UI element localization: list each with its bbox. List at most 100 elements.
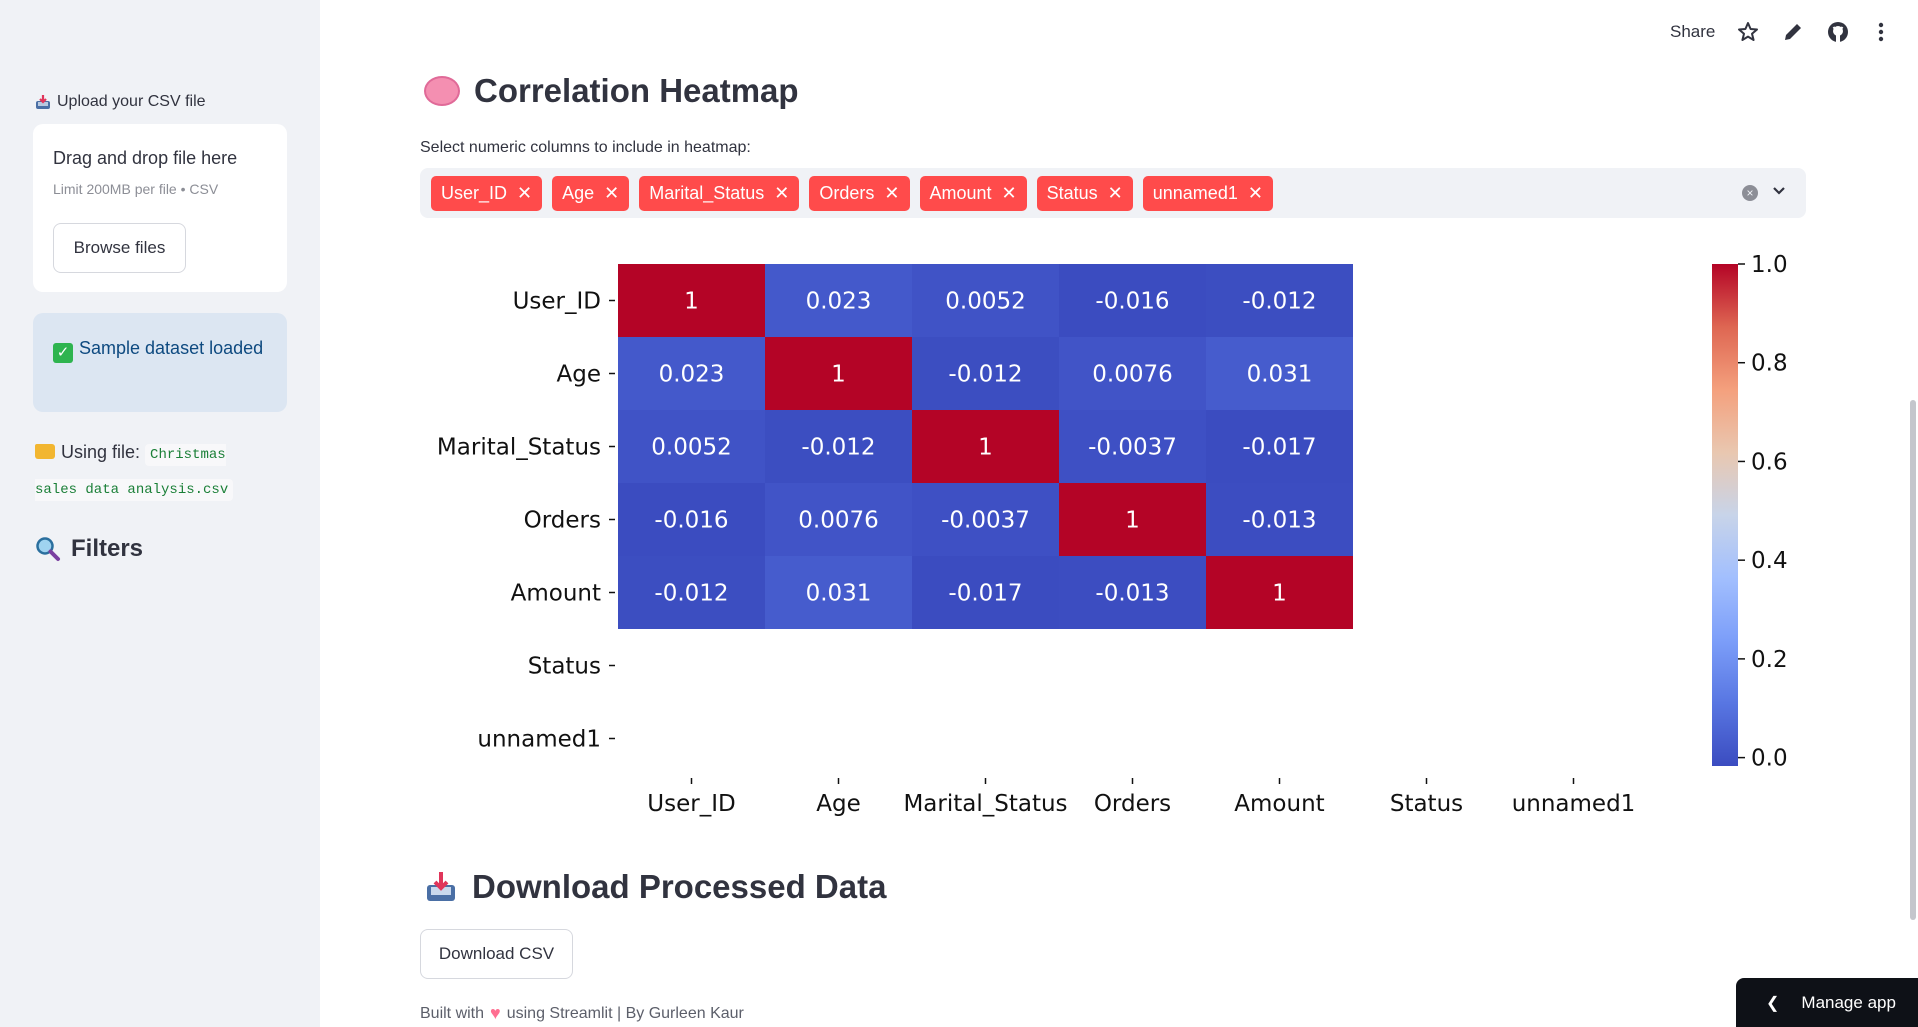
- selected-tag-label: unnamed1: [1152, 183, 1238, 203]
- selected-tags: User_ID ✕ Age ✕ Marital_Status ✕ Orders ✕ Amount…: [431, 176, 1273, 211]
- heatmap-cell: [1206, 556, 1353, 629]
- dropzone-limit: Limit 200MB per file • CSV: [53, 181, 219, 197]
- heatmap-cell-label: -0.016: [1095, 289, 1169, 315]
- remove-tag-icon[interactable]: ✕: [1247, 183, 1263, 203]
- selected-tag: User_ID ✕: [431, 176, 543, 211]
- selected-tag-label: Amount: [929, 183, 992, 203]
- file-dropzone[interactable]: Drag and drop file here Limit 200MB per …: [33, 124, 287, 292]
- selected-tag-label: Marital_Status: [649, 183, 765, 203]
- heatmap-cell-label: 1: [831, 362, 846, 388]
- magnifying-glass-icon: [36, 537, 60, 561]
- footer-prefix: Built with: [420, 1004, 485, 1022]
- heatmap-cell: [765, 483, 912, 556]
- heatmap-cell-label: -0.012: [1242, 289, 1316, 315]
- x-tick-label: Amount: [1234, 791, 1324, 817]
- manage-app-button[interactable]: ❮ Manage app: [1736, 978, 1918, 1027]
- heatmap-cell: [618, 337, 765, 410]
- edit-pencil-icon[interactable]: [1781, 20, 1805, 44]
- x-tick-label: Marital_Status: [903, 791, 1067, 817]
- remove-tag-icon[interactable]: ✕: [884, 183, 900, 203]
- heatmap-cell-label: 0.0076: [1092, 362, 1172, 388]
- heatmap-cell-label: -0.016: [654, 508, 728, 534]
- heatmap-cell-label: -0.012: [948, 362, 1022, 388]
- heatmap-cell-label: 0.023: [659, 362, 725, 388]
- heatmap-cell-label: 1: [1125, 508, 1140, 534]
- heatmap-cell-label: 1: [978, 435, 993, 461]
- check-mark-icon: ✓: [53, 343, 73, 363]
- heatmap-cell-label: 0.0076: [798, 508, 878, 534]
- heatmap-cell: [1206, 264, 1353, 337]
- heatmap-cell-label: 0.023: [806, 289, 872, 315]
- heart-icon: ♥: [490, 1003, 501, 1023]
- column-multiselect[interactable]: User_ID ✕ Age ✕ Marital_Status ✕ Orders ✕ Amount…: [420, 168, 1806, 218]
- colorbar-tick-label: 0.8: [1751, 351, 1788, 377]
- heatmap-cell: [618, 483, 765, 556]
- colorbar-tick-label: 0.0: [1751, 746, 1788, 772]
- heatmap-cell: [1059, 483, 1206, 556]
- remove-tag-icon[interactable]: ✕: [1001, 183, 1017, 203]
- heatmap-cell-label: 0.0052: [651, 435, 731, 461]
- more-options-icon[interactable]: [1869, 20, 1893, 44]
- heatmap-cell: [1206, 337, 1353, 410]
- colorbar-tick-label: 0.4: [1751, 548, 1788, 574]
- clear-all-icon[interactable]: ×: [1742, 185, 1758, 201]
- heatmap-cell-label: 0.0052: [945, 289, 1025, 315]
- filters-heading: Filters: [35, 535, 143, 563]
- filters-title: Filters: [71, 535, 144, 562]
- browse-files-button[interactable]: Browse files: [53, 223, 186, 273]
- x-tick-label: Age: [816, 791, 860, 817]
- x-tick-label: unnamed1: [1512, 791, 1636, 817]
- share-button[interactable]: Share: [1670, 22, 1716, 41]
- heatmap-cell: [912, 483, 1059, 556]
- success-alert: ✓ Sample dataset loaded: [33, 313, 287, 412]
- selected-tag-label: User_ID: [441, 183, 508, 203]
- heatmap-cell: [1059, 337, 1206, 410]
- heatmap-cell: [1059, 556, 1206, 629]
- remove-tag-icon[interactable]: ✕: [604, 183, 620, 203]
- y-tick-label: Orders: [524, 508, 601, 534]
- heatmap-cell: [765, 556, 912, 629]
- x-tick-label: User_ID: [647, 791, 735, 817]
- manage-app-label: Manage app: [1801, 992, 1896, 1012]
- folder-icon: [35, 444, 55, 459]
- heatmap-cell: [1059, 410, 1206, 483]
- selected-tag: Marital_Status ✕: [639, 176, 800, 211]
- download-csv-button[interactable]: Download CSV: [420, 929, 573, 979]
- dropzone-title: Drag and drop file here: [53, 148, 238, 168]
- scrollbar[interactable]: [1910, 400, 1916, 920]
- colorbar-tick-label: 0.6: [1751, 449, 1788, 475]
- heatmap-cell-label: 0.031: [1247, 362, 1313, 388]
- success-message: Sample dataset loaded: [79, 338, 264, 358]
- download-title-text: Download Processed Data: [472, 868, 887, 905]
- y-tick-label: Amount: [511, 581, 601, 607]
- heatmap-cell-label: 0.031: [806, 581, 872, 607]
- selected-tag: Orders ✕: [809, 176, 910, 211]
- star-icon[interactable]: [1736, 20, 1760, 44]
- y-tick-label: User_ID: [513, 289, 601, 315]
- remove-tag-icon[interactable]: ✕: [774, 183, 790, 203]
- heatmap-cell: [912, 337, 1059, 410]
- heatmap-cell-label: -0.012: [801, 435, 875, 461]
- heatmap-cell: [1206, 483, 1353, 556]
- remove-tag-icon[interactable]: ✕: [517, 183, 533, 203]
- using-file-label: Using file:: [61, 442, 141, 462]
- heatmap-cell: [765, 410, 912, 483]
- x-tick-label: Status: [1390, 791, 1463, 817]
- y-tick-label: Status: [528, 654, 601, 680]
- chevron-down-icon[interactable]: [1770, 182, 1788, 200]
- multiselect-label: Select numeric columns to include in hea…: [420, 139, 751, 156]
- page-title-text: Correlation Heatmap: [474, 72, 799, 109]
- heatmap-cell-label: -0.012: [654, 581, 728, 607]
- heatmap-cell: [912, 410, 1059, 483]
- heatmap-cell: [1206, 410, 1353, 483]
- heatmap-cell: [618, 556, 765, 629]
- y-tick-label: Age: [557, 362, 601, 388]
- github-icon[interactable]: [1826, 20, 1850, 44]
- heatmap-cell: [912, 556, 1059, 629]
- selected-tag-label: Orders: [819, 183, 875, 203]
- y-tick-label: Marital_Status: [437, 435, 601, 461]
- sidebar: Upload your CSV file Drag and drop file …: [0, 0, 320, 1027]
- remove-tag-icon[interactable]: ✕: [1107, 183, 1123, 203]
- heatmap-cell-label: -0.0037: [1088, 435, 1177, 461]
